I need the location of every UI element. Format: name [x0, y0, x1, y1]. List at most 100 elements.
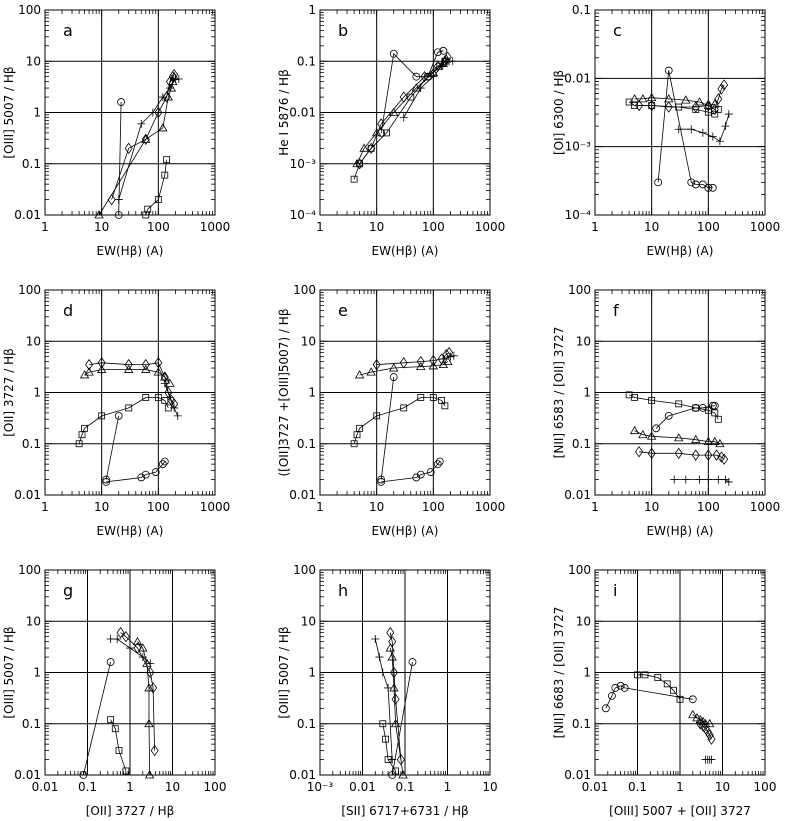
- panel-b: 1 10 100 1000 10⁻⁴ 10⁻³ 0.01 0.1 1 EW(Hβ) (A) He I…: [277, 3, 505, 258]
- data-point-circle: [377, 478, 386, 486]
- y-tick-label: 1: [583, 666, 591, 680]
- x-tick-label: 1000: [475, 500, 506, 514]
- data-point-circle: [654, 178, 663, 187]
- data-point-square: [75, 440, 83, 448]
- series-line-square: [110, 719, 127, 772]
- data-point-square: [78, 431, 86, 439]
- y-tick-label: 1: [308, 3, 316, 17]
- data-point-plus: [165, 393, 174, 402]
- data-point-circle: [620, 684, 629, 692]
- data-point-diamond: [704, 99, 713, 112]
- y-tick-label: 10: [26, 334, 41, 348]
- data-point-diamond: [116, 626, 125, 639]
- data-point-square: [353, 431, 361, 439]
- panel-f-letter: f: [613, 301, 619, 320]
- y-tick-label: 0.01: [564, 488, 591, 502]
- series-line-circle: [118, 101, 122, 216]
- data-point-square: [417, 394, 425, 401]
- data-point-triangle: [389, 107, 399, 116]
- panel-g-data: [79, 626, 159, 779]
- data-point-plus: [170, 403, 179, 412]
- data-point-plus: [137, 119, 146, 128]
- panel-h-data: [371, 626, 417, 779]
- data-point-circle: [377, 128, 386, 137]
- y-tick-label: 100: [18, 3, 41, 17]
- panel-f-ticks: [594, 290, 765, 496]
- data-point-triangle: [138, 643, 148, 652]
- data-point-diamond: [664, 101, 673, 113]
- panel-c-ticks: [594, 10, 765, 216]
- panel-g-ticks: [44, 570, 215, 776]
- x-tick-label: 100: [147, 220, 170, 234]
- x-tick-label: 10: [644, 220, 659, 234]
- data-point-triangle: [638, 94, 648, 103]
- panel-e: 1 10 100 1000 0.01 0.1 1 10 100 EW(Hβ) (A) ([OII]3…: [277, 283, 505, 538]
- data-point-triangle: [359, 143, 369, 152]
- x-tick-label: 10: [644, 500, 659, 514]
- panel-d-x-axis-label: EW(Hβ) (A): [97, 524, 164, 538]
- data-point-circle: [117, 98, 125, 106]
- data-point-circle: [664, 66, 673, 75]
- data-point-plus: [687, 125, 696, 134]
- panel-g-letter: g: [63, 581, 73, 600]
- y-tick-label: 0.1: [297, 717, 316, 731]
- panel-i-frame: [594, 569, 766, 776]
- data-point-circle: [158, 460, 167, 469]
- panel-g: 0.01 0.1 1 10 100 0.01 0.1 1 10 100 [OII] 3727 / H…: [2, 563, 226, 818]
- data-point-square: [631, 394, 639, 401]
- data-point-circle: [704, 183, 713, 192]
- panel-f-x-axis-label: EW(Hβ) (A): [647, 524, 714, 538]
- x-tick-label: 10: [369, 500, 384, 514]
- y-tick-label: 100: [18, 283, 41, 297]
- data-point-triangle: [398, 770, 408, 779]
- data-point-square: [654, 674, 662, 681]
- data-point-circle: [698, 180, 707, 189]
- data-point-square: [711, 409, 719, 417]
- y-tick-label: 0.1: [22, 157, 41, 171]
- data-point-triangle: [96, 364, 107, 373]
- x-tick-label: 0.1: [628, 780, 647, 794]
- x-tick-label: 10: [94, 220, 109, 234]
- series-line-circle: [381, 461, 441, 483]
- data-point-diamond: [124, 142, 133, 155]
- data-point-square: [631, 102, 639, 109]
- data-point-plus: [681, 475, 690, 484]
- x-tick-label: 10: [482, 780, 497, 794]
- y-tick-label: 10⁻⁴: [290, 208, 317, 222]
- y-tick-label: 1: [308, 666, 316, 680]
- data-point-plus: [158, 93, 167, 102]
- data-point-circle: [141, 470, 150, 479]
- data-point-plus: [384, 683, 393, 692]
- x-tick-label: 1: [676, 780, 684, 794]
- panel-b-data: [350, 46, 457, 183]
- data-point-circle: [102, 478, 111, 486]
- data-point-diamond: [367, 142, 376, 155]
- data-point-square: [154, 394, 162, 401]
- data-point-triangle: [688, 709, 698, 719]
- data-point-square: [163, 156, 171, 164]
- y-tick-label: 0.1: [572, 437, 591, 451]
- data-point-circle: [389, 49, 398, 58]
- data-point-square: [350, 440, 358, 448]
- panel-d-frame: [44, 289, 216, 496]
- y-tick-label: 10: [576, 614, 591, 628]
- data-point-plus: [448, 57, 457, 66]
- panel-h-grid: [320, 570, 490, 775]
- panel-e-frame: [319, 289, 491, 496]
- data-point-triangle: [366, 367, 376, 376]
- data-point-plus: [707, 755, 716, 764]
- data-point-circle: [416, 470, 425, 479]
- data-point-triangle: [168, 76, 178, 86]
- panel-h-y-axis-label: [OIII] 5007 / Hβ: [277, 626, 291, 718]
- panel-i-grid: [595, 570, 765, 775]
- data-point-triangle: [144, 718, 154, 728]
- data-point-diamond: [720, 453, 729, 465]
- panel-c-x-axis-label: EW(Hβ) (A): [647, 244, 714, 258]
- data-point-plus: [375, 653, 384, 662]
- series-line-circle: [605, 685, 693, 709]
- panel-f-frame: [594, 289, 766, 496]
- x-tick-label: 10: [94, 500, 109, 514]
- data-point-square: [81, 424, 89, 432]
- data-point-circle: [688, 695, 697, 704]
